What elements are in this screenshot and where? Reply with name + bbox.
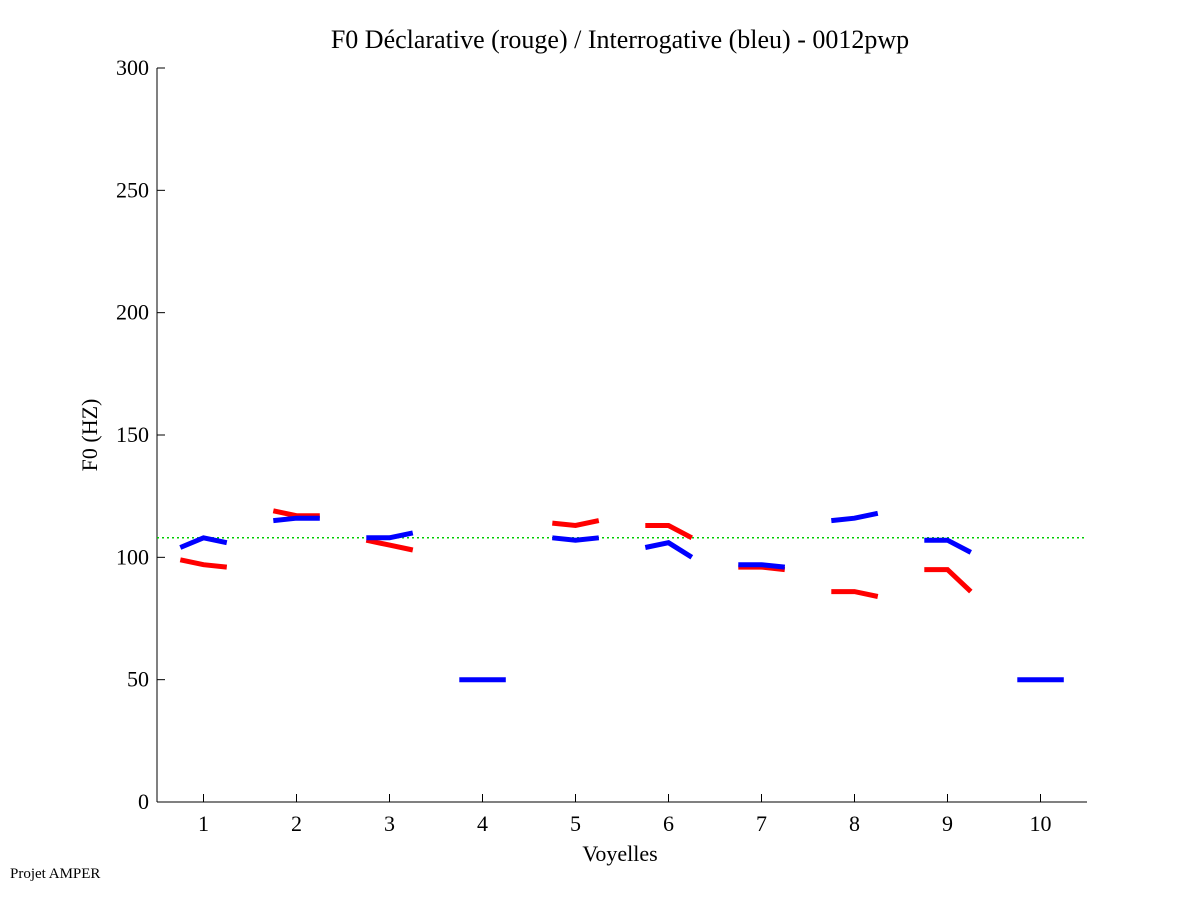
series-blue-segment-vowel-3 <box>366 530 414 541</box>
series-blue-segment-vowel-5 <box>552 535 600 543</box>
series-red-segment-vowel-6 <box>645 523 693 541</box>
x-tick-label: 5 <box>570 811 581 836</box>
x-tick-label: 7 <box>756 811 767 836</box>
x-tick-label: 3 <box>384 811 395 836</box>
series-blue-segment-vowel-1 <box>179 535 228 550</box>
series-red-segment-vowel-9 <box>924 567 973 594</box>
series-blue-segment-vowel-2 <box>273 515 320 524</box>
series-group <box>179 508 1064 683</box>
x-axis-label: Voyelles <box>582 841 657 866</box>
y-axis-label: F0 (HZ) <box>77 399 102 472</box>
y-tick-label: 0 <box>138 789 149 814</box>
y-tick-label: 150 <box>116 422 149 447</box>
y-ticks: 0 50 100 150 200 250 300 <box>116 55 165 814</box>
chart-title: F0 Déclarative (rouge) / Interrogative (… <box>331 25 909 54</box>
plot-area <box>156 68 1087 803</box>
footer-text: Projet AMPER <box>10 866 100 882</box>
x-ticks: 1 2 3 4 5 6 7 8 9 10 <box>198 794 1052 836</box>
x-tick-label: 2 <box>291 811 302 836</box>
y-tick-label: 300 <box>116 55 149 80</box>
x-tick-label: 9 <box>942 811 953 836</box>
y-tick-label: 200 <box>116 300 149 325</box>
x-tick-label: 4 <box>477 811 488 836</box>
x-tick-label: 8 <box>849 811 860 836</box>
series-red-segment-vowel-5 <box>552 518 600 529</box>
y-tick-label: 250 <box>116 177 149 202</box>
x-tick-label: 1 <box>198 811 209 836</box>
y-tick-label: 100 <box>116 544 149 569</box>
series-blue-segment-vowel-6 <box>644 540 694 560</box>
series-blue-segment-vowel-9 <box>924 537 972 555</box>
x-tick-label: 10 <box>1030 811 1052 836</box>
y-tick-label: 50 <box>127 667 149 692</box>
x-tick-label: 6 <box>663 811 674 836</box>
series-blue-segment-vowel-7 <box>738 562 786 570</box>
series-red-segment-vowel-2 <box>272 508 320 519</box>
series-red-segment-vowel-1 <box>179 557 228 570</box>
series-red-segment-vowel-8 <box>831 589 879 599</box>
series-blue-segment-vowel-8 <box>831 510 879 524</box>
series-red-segment-vowel-3 <box>365 537 414 553</box>
